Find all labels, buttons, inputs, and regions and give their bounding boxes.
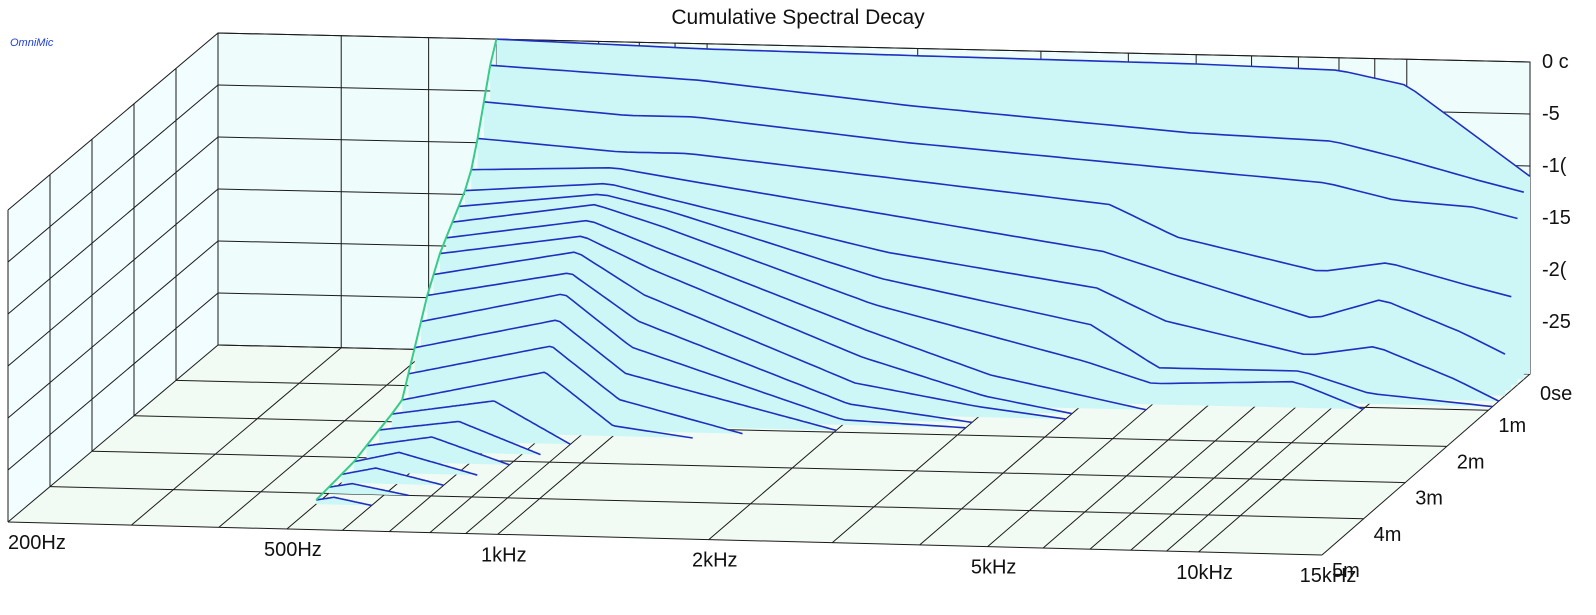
db-tick-label: -15 [1542, 207, 1571, 229]
slice-curve [464, 182, 1500, 402]
slice-curve [477, 137, 1512, 298]
slice-curve [483, 101, 1518, 220]
slice-curve [452, 203, 1364, 410]
db-tick-label: -25 [1542, 311, 1571, 333]
db-tick-label: -5 [1542, 103, 1560, 125]
slice-curve [379, 420, 541, 456]
x-tick-label: 500Hz [264, 539, 322, 561]
slice-curve [496, 38, 1531, 178]
slice-curve [420, 293, 966, 429]
decay-slices [315, 38, 1531, 507]
grid-line-db-side [7, 136, 219, 315]
x-tick-label: 5kHz [971, 557, 1017, 579]
grid-line-freq-floor [131, 347, 342, 526]
grid-line-time-floor [49, 486, 1364, 520]
slice-curve [439, 235, 1073, 415]
axis-labels: 200Hz 500Hz 1kHz 2kHz 5kHz 10kHz 15kHz 0se 1m 2m 3… [8, 51, 1572, 587]
x-tick-label: 15kHz [1300, 565, 1357, 587]
slice-curve [414, 319, 837, 432]
chart-title: Cumulative Spectral Decay [671, 6, 925, 29]
x-tick-label: 2kHz [692, 550, 738, 572]
x-tick-label: 10kHz [1176, 562, 1233, 584]
grid-line-db-side [7, 292, 219, 471]
time-tick-label: 0se [1540, 383, 1572, 405]
grid-line-freq-floor [218, 349, 429, 528]
slice-fill [328, 483, 409, 496]
grid-line-freq-floor [7, 344, 219, 523]
slice-curve [490, 64, 1525, 193]
slice-curve [366, 436, 510, 466]
db-tick-label: -1( [1542, 155, 1567, 177]
db-tick-label: -2( [1542, 259, 1567, 281]
slice-curve [433, 251, 1066, 420]
slice-curve [427, 272, 973, 424]
grid-line-time-floor [7, 521, 1323, 556]
slice-fill [316, 497, 372, 506]
time-tick-label: 2m [1457, 451, 1485, 473]
x-tick-label: 200Hz [8, 532, 66, 554]
slice-curve [353, 451, 478, 476]
slice-curve [315, 496, 372, 507]
slice-curve [341, 467, 444, 487]
grid-line-db-side [7, 84, 219, 263]
time-tick-label: 3m [1415, 488, 1443, 510]
time-tick-label: 5m [1332, 560, 1360, 582]
time-tick-label: 1m [1498, 415, 1526, 437]
brand-label: OmniMic [10, 37, 54, 49]
grid-line-time-floor [133, 415, 1447, 447]
grid-line-freq-floor [1321, 373, 1531, 556]
time-tick-label: 4m [1374, 524, 1402, 546]
slice-fill [341, 468, 444, 486]
slice-curve [471, 167, 1506, 355]
slice-curve [458, 193, 1493, 408]
onset-edge [315, 38, 498, 501]
x-tick-label: 1kHz [481, 544, 527, 566]
grid-line-time-floor [91, 450, 1406, 484]
slice-curve [401, 371, 693, 439]
grid-line-db-side [7, 32, 219, 211]
grid-line-db-side [7, 240, 219, 419]
db-tick-label: 0 c [1542, 51, 1569, 73]
slice-curve [391, 400, 571, 446]
grid-line-db-side [7, 188, 219, 367]
slice-curve [408, 345, 743, 435]
slice-curve [328, 482, 409, 497]
slice-curve [446, 219, 1147, 411]
